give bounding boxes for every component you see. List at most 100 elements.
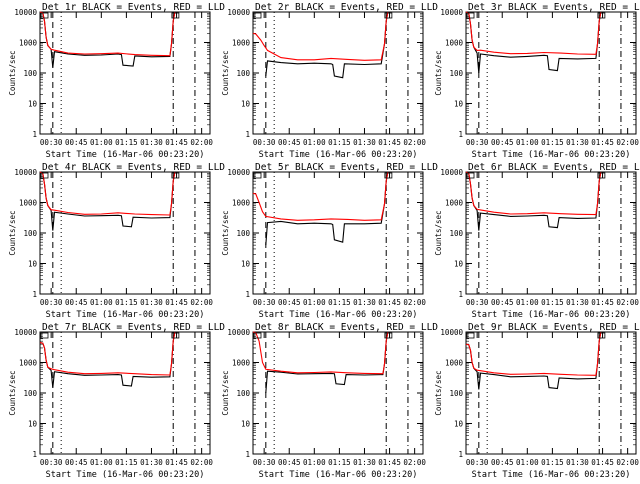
x-tick-label: 01:15 — [115, 138, 138, 147]
x-tick-label: 01:30 — [353, 458, 376, 467]
y-axis-label: Counts/sec — [221, 210, 230, 255]
plot-frame — [465, 331, 637, 455]
x-tick-label: 01:00 — [516, 458, 539, 467]
y-tick-label: 1 — [458, 290, 463, 299]
x-tick-label: 02:00 — [190, 458, 213, 467]
plot-frame — [252, 11, 424, 135]
x-tick-label: 02:00 — [616, 458, 639, 467]
y-tick-label: 1000 — [19, 199, 38, 208]
y-axis-label: Counts/sec — [221, 50, 230, 95]
y-tick-label: 10 — [454, 420, 464, 429]
x-tick-label: 00:30 — [253, 138, 276, 147]
x-tick-label: 01:30 — [140, 458, 163, 467]
x-tick-label: 01:45 — [591, 138, 614, 147]
x-axis-label: Start Time (16-Mar-06 00:23:20) — [46, 150, 205, 160]
y-axis-label: Counts/sec — [434, 50, 443, 95]
plot-frame — [252, 331, 424, 455]
x-tick-label: 02:00 — [403, 458, 426, 467]
x-tick-label: 01:45 — [165, 458, 188, 467]
x-tick-label: 01:00 — [516, 298, 539, 307]
x-tick-label: 02:00 — [616, 138, 639, 147]
x-tick-label: 00:45 — [491, 138, 514, 147]
saturation-box — [253, 172, 262, 179]
saturation-box — [40, 12, 49, 19]
x-tick-label: 01:15 — [115, 458, 138, 467]
y-tick-label: 1 — [32, 290, 37, 299]
y-tick-label: 1000 — [445, 199, 464, 208]
y-tick-label: 10000 — [14, 328, 37, 337]
x-tick-label: 01:00 — [303, 298, 326, 307]
x-tick-label: 02:00 — [616, 298, 639, 307]
lld-series-line — [465, 11, 602, 55]
y-tick-label: 1 — [245, 290, 250, 299]
plot-frame — [39, 11, 211, 135]
plot-frame — [39, 171, 211, 295]
x-tick-label: 01:00 — [90, 298, 113, 307]
events-series-line — [465, 171, 602, 231]
y-tick-label: 1 — [32, 130, 37, 139]
saturation-box — [253, 332, 262, 339]
y-tick-label: 100 — [449, 69, 463, 78]
lld-series-line — [465, 171, 602, 216]
y-tick-label: 10000 — [227, 168, 250, 177]
saturation-box — [597, 12, 606, 19]
saturation-box — [384, 332, 393, 339]
x-tick-label: 00:30 — [466, 138, 489, 147]
x-tick-label: 01:15 — [115, 298, 138, 307]
y-tick-label: 1 — [458, 130, 463, 139]
y-tick-label: 1000 — [445, 359, 464, 368]
y-tick-label: 100 — [449, 229, 463, 238]
y-axis-label: Counts/sec — [434, 210, 443, 255]
events-series-line — [265, 331, 389, 394]
x-tick-label: 00:45 — [65, 298, 88, 307]
y-tick-label: 1000 — [232, 199, 251, 208]
x-tick-label: 01:00 — [303, 458, 326, 467]
saturation-box — [171, 172, 180, 179]
plot-frame — [465, 171, 637, 295]
saturation-box — [40, 172, 49, 179]
events-series-line — [39, 331, 176, 388]
x-tick-label: 01:15 — [541, 298, 564, 307]
lld-series-line — [39, 11, 176, 57]
y-tick-label: 10000 — [227, 8, 250, 17]
y-axis-label: Counts/sec — [8, 370, 17, 415]
x-tick-label: 00:30 — [253, 458, 276, 467]
y-tick-label: 1000 — [232, 359, 251, 368]
lld-series-line — [252, 331, 389, 375]
x-tick-label: 00:45 — [278, 138, 301, 147]
y-tick-label: 100 — [23, 229, 37, 238]
x-tick-label: 01:15 — [328, 138, 351, 147]
x-tick-label: 01:00 — [303, 138, 326, 147]
y-tick-label: 10 — [28, 100, 38, 109]
saturation-box — [466, 172, 475, 179]
y-tick-label: 10000 — [227, 328, 250, 337]
x-tick-label: 00:45 — [491, 458, 514, 467]
y-tick-label: 1 — [32, 450, 37, 459]
events-series-line — [465, 331, 602, 390]
y-tick-label: 10000 — [440, 8, 463, 17]
lld-series-line — [39, 171, 176, 216]
y-tick-label: 10 — [454, 100, 464, 109]
events-series-line — [265, 171, 389, 246]
x-tick-label: 01:15 — [541, 138, 564, 147]
x-tick-label: 01:45 — [165, 138, 188, 147]
plot-frame — [39, 331, 211, 455]
x-tick-label: 01:45 — [378, 298, 401, 307]
y-tick-label: 100 — [23, 69, 37, 78]
x-axis-label: Start Time (16-Mar-06 00:23:20) — [259, 310, 418, 320]
x-axis-label: Start Time (16-Mar-06 00:23:20) — [259, 470, 418, 480]
x-tick-label: 01:15 — [541, 458, 564, 467]
x-tick-label: 02:00 — [403, 298, 426, 307]
x-tick-label: 01:00 — [90, 138, 113, 147]
x-tick-label: 01:45 — [165, 298, 188, 307]
x-tick-label: 01:30 — [353, 138, 376, 147]
y-tick-label: 1 — [245, 450, 250, 459]
saturation-box — [253, 12, 262, 19]
panel-title: Det 4r BLACK = Events, RED = LLD — [42, 162, 225, 173]
x-tick-label: 01:30 — [140, 138, 163, 147]
saturation-box — [466, 12, 475, 19]
y-axis-label: Counts/sec — [8, 50, 17, 95]
y-axis-label: Counts/sec — [221, 370, 230, 415]
x-tick-label: 01:30 — [566, 458, 589, 467]
